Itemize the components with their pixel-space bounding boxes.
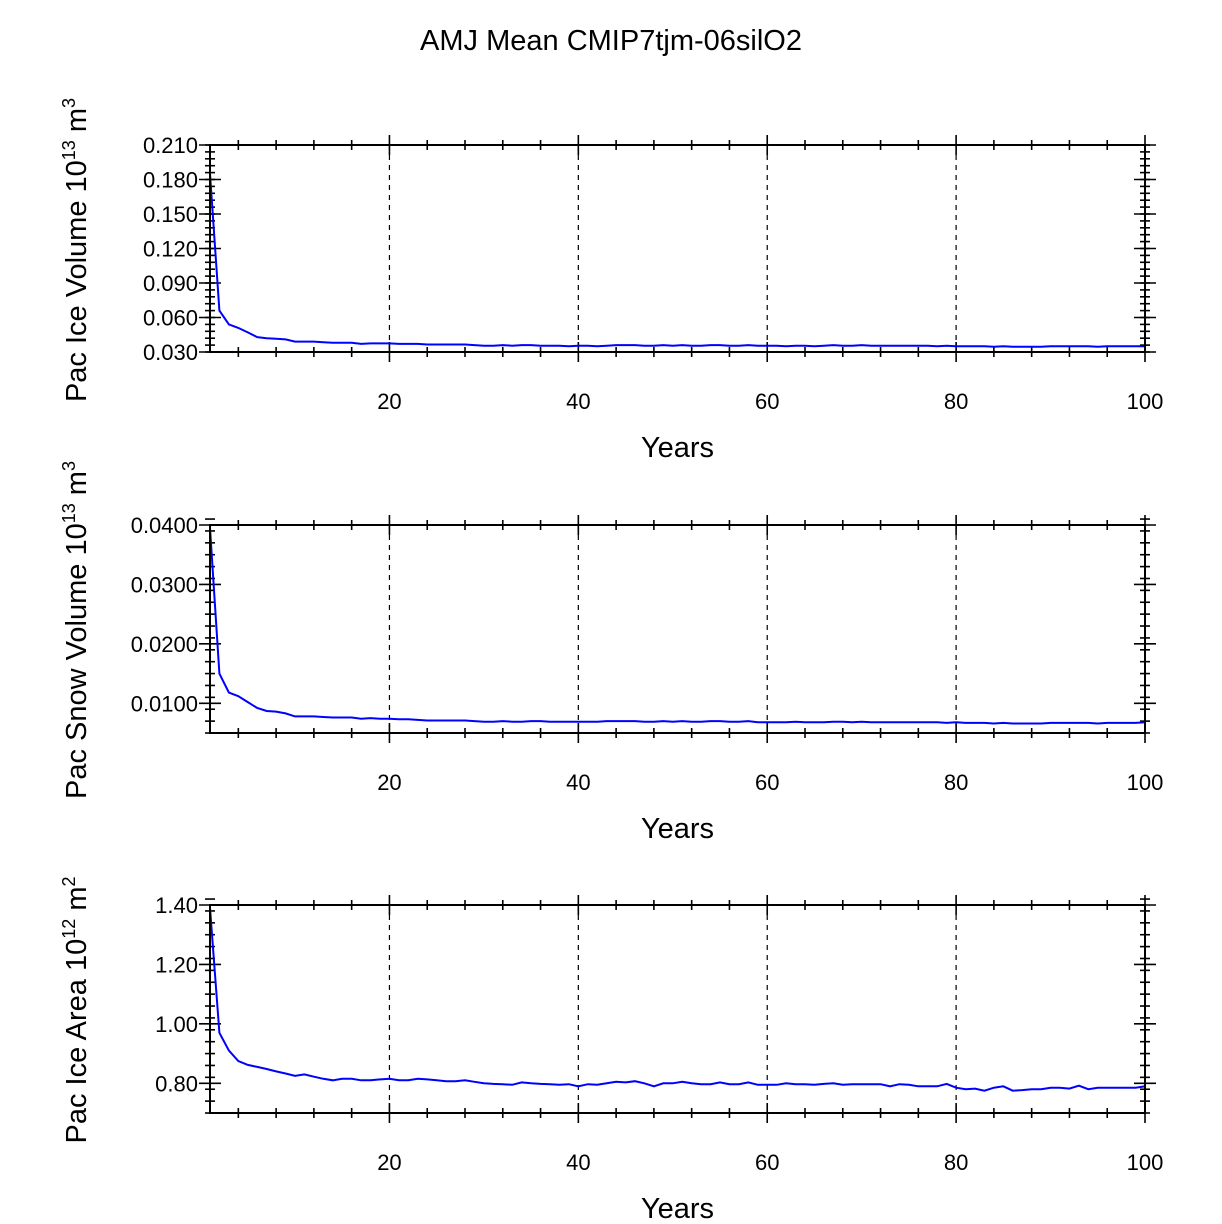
y-tick-label: 0.210 bbox=[143, 133, 198, 158]
y-axis-title: Pac Ice Volume 1013 m3 bbox=[59, 98, 93, 402]
pac-ice-area-series-line bbox=[209, 907, 1146, 1092]
panels-container: 0.030 0.060 0.090 0.120 0.150 0.180 0.210 20 40 6… bbox=[59, 98, 1163, 1224]
x-tick-label: 60 bbox=[755, 389, 779, 414]
x-tick-label: 80 bbox=[944, 389, 968, 414]
pac-ice-volume-panel: 0.030 0.060 0.090 0.120 0.150 0.180 0.210 20 40 6… bbox=[59, 98, 1163, 464]
y-tick-label: 0.090 bbox=[143, 271, 198, 296]
y-axis-title: Pac Ice Area 1012 m2 bbox=[59, 876, 93, 1143]
x-tick-label: 40 bbox=[566, 389, 590, 414]
y-tick-label: 0.0300 bbox=[131, 572, 198, 597]
y-tick-label: 0.0200 bbox=[131, 632, 198, 657]
pac-ice-area-panel: 0.80 1.00 1.20 1.40 20 40 60 80 100 Years Pac Ice … bbox=[59, 876, 1163, 1224]
x-tick-label: 80 bbox=[944, 770, 968, 795]
x-tick-label: 60 bbox=[755, 1150, 779, 1175]
x-tick-label: 20 bbox=[377, 770, 401, 795]
y-tick-label: 0.0400 bbox=[131, 513, 198, 538]
x-axis-title: Years bbox=[641, 432, 714, 464]
x-tick-label: 100 bbox=[1127, 1150, 1164, 1175]
pac-snow-volume-panel: 0.0100 0.0200 0.0300 0.0400 20 40 60 80 100 Years… bbox=[59, 461, 1163, 845]
y-tick-label: 0.150 bbox=[143, 202, 198, 227]
y-tick-label: 1.40 bbox=[155, 893, 198, 918]
plot-frame bbox=[209, 904, 1146, 1114]
y-tick-label: 0.060 bbox=[143, 306, 198, 331]
x-tick-label: 60 bbox=[755, 770, 779, 795]
x-tick-label: 40 bbox=[566, 770, 590, 795]
y-tick-label: 1.20 bbox=[155, 952, 198, 977]
chart-title: AMJ Mean CMIP7tjm-06silO2 bbox=[420, 25, 802, 57]
y-tick-label: 0.80 bbox=[155, 1071, 198, 1096]
x-tick-label: 20 bbox=[377, 1150, 401, 1175]
x-axis-title: Years bbox=[641, 813, 714, 845]
y-tick-label: 0.0100 bbox=[131, 691, 198, 716]
x-axis-title: Years bbox=[641, 1193, 714, 1224]
x-tick-label: 100 bbox=[1127, 770, 1164, 795]
y-tick-label: 0.180 bbox=[143, 168, 198, 193]
y-axis-title: Pac Snow Volume 1013 m3 bbox=[59, 461, 93, 799]
x-tick-label: 80 bbox=[944, 1150, 968, 1175]
x-tick-label: 40 bbox=[566, 1150, 590, 1175]
y-tick-label: 0.120 bbox=[143, 237, 198, 262]
y-tick-label: 0.030 bbox=[143, 340, 198, 365]
plot-frame bbox=[209, 524, 1146, 734]
pac-snow-volume-series-line bbox=[209, 527, 1146, 725]
y-tick-label: 1.00 bbox=[155, 1012, 198, 1037]
plot-frame bbox=[209, 144, 1146, 353]
x-tick-label: 100 bbox=[1127, 389, 1164, 414]
pac-ice-volume-series-line bbox=[209, 173, 1145, 348]
x-tick-label: 20 bbox=[377, 389, 401, 414]
